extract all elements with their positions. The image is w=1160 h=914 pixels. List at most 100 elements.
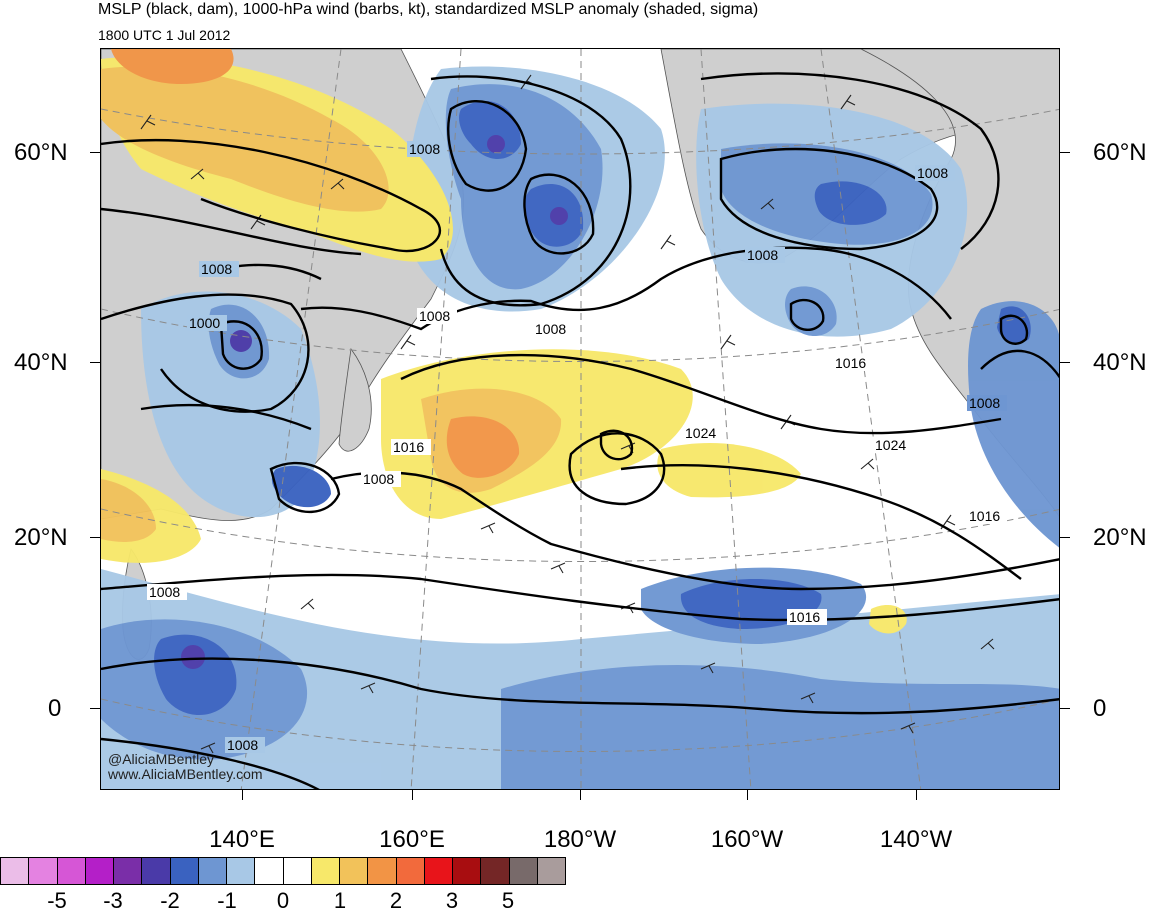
lat-label-60n-right: 60°N: [1093, 139, 1147, 166]
watermark-handle: @AliciaMBentley: [108, 751, 215, 767]
tick-bottom: [580, 790, 581, 800]
isobar-label: 1016: [393, 439, 424, 455]
tick-bottom: [747, 790, 748, 800]
isobar-label: 1008: [227, 737, 258, 753]
colorbar-swatch: [424, 858, 453, 884]
lat-label-20n-right: 20°N: [1093, 524, 1147, 551]
anomaly-neg-2-gulf: [785, 286, 837, 337]
japan-land: [338, 347, 372, 452]
isobar: [330, 471, 1059, 591]
colorbar-swatch: [1, 858, 30, 884]
anomaly-pos-2-east-asia: [101, 66, 389, 212]
isobar-label: 1008: [363, 471, 394, 487]
isobar: [700, 72, 1000, 250]
colorbar-swatch: [453, 858, 482, 884]
colorbar-swatch: [537, 858, 565, 884]
wind-barb: [720, 334, 736, 350]
isobar: [101, 737, 320, 789]
colorbar-swatch: [227, 858, 256, 884]
colorbar-label: 2: [389, 888, 403, 913]
anomaly-pos-3-east-asia: [111, 49, 234, 84]
tick-left: [90, 708, 100, 709]
colorbar-swatch: [85, 858, 114, 884]
colorbar-label: 3: [445, 888, 459, 913]
anomaly-neg-1-asia: [141, 291, 320, 518]
wind-barb: [550, 562, 566, 574]
isobar: [523, 173, 595, 255]
colorbar-swatch: [283, 858, 312, 884]
tick-bottom: [242, 790, 243, 800]
isobar-labels: 1008 1008 1008 1000 1008 1008 1016 1008 …: [147, 141, 1007, 753]
wind-barb: [140, 114, 156, 130]
isobar-label: 1008: [201, 261, 232, 277]
colorbar-swatch: [311, 858, 340, 884]
anomaly-neg-2-westcoast: [968, 301, 1059, 548]
lat-label-60n-left: 60°N: [14, 139, 68, 166]
isobar-label: 1000: [189, 315, 220, 331]
isobar: [300, 246, 952, 331]
colorbar-swatch: [57, 858, 86, 884]
tick-right: [1060, 537, 1070, 538]
colorbar-swatch: [29, 858, 58, 884]
isobar: [719, 147, 939, 251]
lat-label-0-right: 0: [1093, 695, 1107, 722]
tick-right: [1060, 152, 1070, 153]
isobar: [269, 461, 341, 514]
isobar: [430, 75, 632, 307]
lon-label-160w: 160°W: [710, 826, 784, 853]
isobar: [101, 657, 1059, 715]
isobar-label: 1008: [149, 584, 180, 600]
anomaly-neg-3-north-center: [459, 101, 521, 159]
lon-label-140e: 140°E: [209, 826, 275, 853]
colorbar-label: -1: [217, 888, 237, 913]
grid-line-160w: [700, 49, 752, 789]
colorbar-label: 1: [333, 888, 347, 913]
wind-barb: [840, 94, 856, 110]
colorbar-swatch: [114, 858, 143, 884]
isobar-label: 1016: [969, 508, 1000, 524]
watermark-url: www.AliciaMBentley.com: [108, 766, 263, 782]
colorbar: [0, 857, 566, 885]
colorbar-swatch: [255, 858, 284, 884]
isobar: [789, 298, 825, 331]
colorbar-swatch: [340, 858, 369, 884]
isobar-label: 1016: [835, 355, 866, 371]
isobar: [101, 573, 1059, 622]
isobar: [101, 138, 442, 253]
anomaly-neg-3-sea-of-japan: [271, 465, 331, 508]
lon-label-160e: 160°E: [379, 826, 445, 853]
isobar-label: 1008: [747, 247, 778, 263]
watermark: @AliciaMBentley www.AliciaMBentley.com: [108, 752, 263, 782]
wind-barb: [400, 334, 416, 350]
tick-left: [90, 362, 100, 363]
wind-barb: [860, 458, 875, 470]
valid-time: 1800 UTC 1 Jul 2012: [98, 27, 231, 43]
anomaly-pos-1-east: [869, 604, 907, 634]
wind-barb: [300, 598, 315, 610]
anomaly-neg-3-alaska: [814, 181, 887, 225]
wind-barb: [800, 692, 816, 704]
lon-label-140w: 140°W: [879, 826, 953, 853]
anomaly-pos-3-central: [446, 416, 520, 478]
anomaly-neg-4-nc-b: [550, 207, 568, 225]
isobar-label: 1008: [535, 321, 566, 337]
isobar: [400, 353, 1002, 435]
wind-barb: [200, 742, 216, 754]
isobar: [140, 403, 312, 431]
map-panel: 1008 1008 1008 1000 1008 1008 1016 1008 …: [100, 48, 1060, 790]
grid-line-140w: [820, 49, 922, 789]
tick-bottom: [412, 790, 413, 800]
isobar: [101, 207, 362, 256]
grid-line-160e: [410, 49, 462, 789]
colorbar-swatch: [198, 858, 227, 884]
tick-left: [90, 537, 100, 538]
grid-line-140e: [240, 49, 342, 789]
tick-bottom: [916, 790, 917, 800]
isobars: [101, 72, 1059, 789]
isobar: [980, 349, 1059, 379]
anomaly-neg-4-asia: [230, 330, 252, 352]
lon-label-180w: 180°W: [543, 826, 617, 853]
isobar-label: 1008: [969, 395, 1000, 411]
anomaly-neg-3-west: [154, 634, 237, 716]
anomaly-pos-2-west-edge: [101, 479, 156, 542]
